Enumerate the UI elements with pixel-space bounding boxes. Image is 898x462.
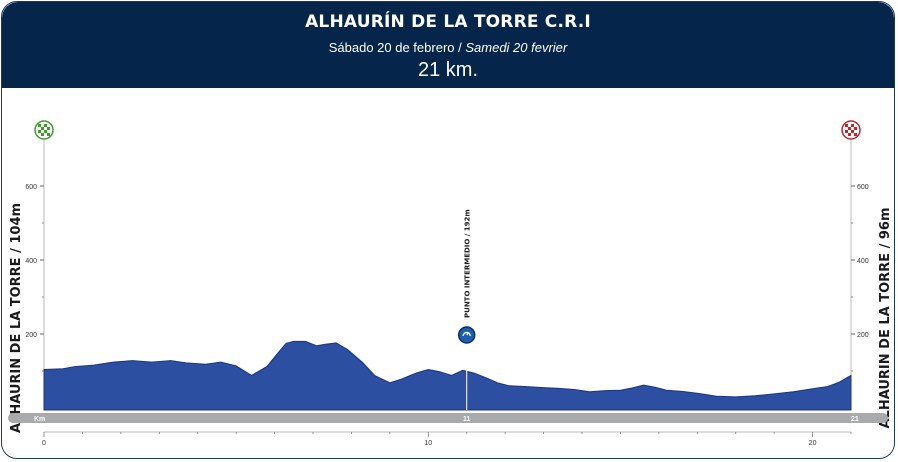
km-bar (8, 413, 888, 423)
km-bar-mark: 11 (463, 416, 471, 423)
start-flag-icon-square (44, 124, 47, 127)
stage-date: Sábado 20 de febrero / Samedi 20 fevrier (2, 40, 894, 55)
finish-location-label: ALHAURIN DE LA TORRE / 96m (878, 207, 893, 428)
left-y-tick-label: 400 (25, 258, 37, 265)
km-bar-mark: 21 (851, 416, 859, 423)
bottom-axis-label: 20 (809, 440, 817, 447)
left-y-tick-label: 200 (25, 332, 37, 339)
elevation-area (43, 340, 852, 411)
stopwatch-hand-icon (466, 332, 470, 336)
start-flag-icon-square (38, 124, 41, 127)
bottom-axis-label: 10 (424, 440, 432, 447)
bottom-axis-label: 0 (42, 440, 46, 447)
start-flag-icon-square (38, 130, 41, 133)
finish-flag-icon-square (854, 127, 857, 130)
km-bar-label: Km (34, 416, 45, 423)
finish-flag-icon-square (845, 124, 848, 127)
checkpoint-label: PUNTO INTERMEDIO / 192m (464, 209, 472, 318)
start-flag-icon-square (41, 133, 44, 136)
start-location-label: ALHAURIN DE LA TORRE / 104m (9, 203, 24, 433)
finish-flag-icon-square (848, 127, 851, 130)
stage-date-fr: Samedi 20 fevrier (465, 40, 568, 55)
left-y-tick-label: 600 (25, 184, 37, 191)
start-flag-icon-square (41, 127, 44, 130)
right-y-tick-label: 600 (857, 184, 869, 191)
start-flag-icon-square (47, 127, 50, 130)
right-y-tick-label: 200 (857, 332, 869, 339)
right-y-tick-label: 400 (857, 258, 869, 265)
finish-flag-icon-square (854, 133, 857, 136)
finish-flag-icon-square (845, 130, 848, 133)
stage-date-es: Sábado 20 de febrero / (328, 40, 462, 55)
stage-distance: 21 km. (417, 59, 479, 81)
stopwatch-dial-icon (462, 331, 471, 337)
stage-header: ALHAURÍN DE LA TORRE C.R.I Sábado 20 de … (2, 2, 894, 88)
finish-flag-icon-square (848, 133, 851, 136)
start-flag-icon-square (44, 130, 47, 133)
start-flag-icon-square (47, 133, 50, 136)
stage-title: ALHAURÍN DE LA TORRE C.R.I (305, 12, 591, 32)
finish-flag-icon-square (851, 124, 854, 127)
finish-flag-icon-square (851, 130, 854, 133)
